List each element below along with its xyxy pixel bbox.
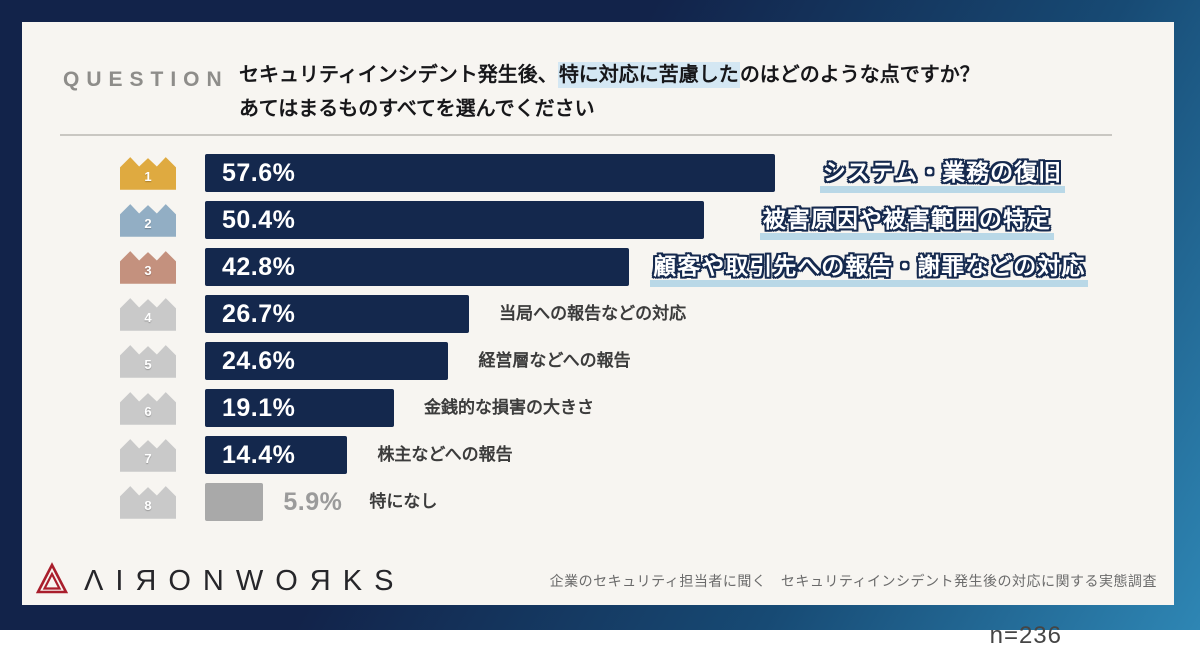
category-label: 金銭的な損害の大きさ	[423, 398, 594, 417]
rank-number: 6	[144, 404, 152, 419]
bar-chart: 1 57.6% システム・業務の復旧 2 50.4% 被害原因や被害範囲の特定 3 42.8%…	[22, 152, 1174, 649]
bar-value-label: 26.7%	[222, 299, 296, 328]
brand-wordmark: ΛIЯONWOЯKS	[84, 565, 406, 597]
bar-value-label: 50.4%	[222, 205, 296, 234]
category-label: 当局への報告などの対応	[499, 304, 687, 323]
question-highlight: 特に対応に苦慮した	[557, 62, 740, 88]
chart-row-rank-3: 3 42.8% 顧客や取引先への報告・謝罪などの対応	[22, 246, 1174, 288]
aironworks-triangle-icon	[35, 562, 69, 601]
rank-number: 1	[144, 169, 152, 184]
bar-track: 24.6% 経営層などへの報告	[205, 342, 1110, 380]
bar-track: 14.4% 株主などへの報告	[205, 436, 1110, 474]
rank-number: 7	[144, 451, 152, 466]
rank-number: 5	[144, 357, 152, 372]
question-text: セキュリティインシデント発生後、特に対応に苦慮したのはどのような点ですか？ あて…	[239, 58, 980, 126]
rank-5-crown-icon: 5	[120, 342, 176, 380]
sample-size: n=236	[989, 622, 1062, 649]
footer: ΛIЯONWOЯKS 企業のセキュリティ担当者に聞く セキュリティインシデント発…	[35, 562, 1157, 601]
bar-track: 26.7% 当局への報告などの対応	[205, 295, 1110, 333]
category-label-highlighted: 被害原因や被害範囲の特定	[704, 199, 1110, 241]
bar-value-label: 57.6%	[222, 158, 296, 187]
bar-rank-1: 57.6%	[205, 154, 775, 192]
bar-track: 50.4% 被害原因や被害範囲の特定	[205, 199, 1110, 241]
category-label-highlighted: 顧客や取引先への報告・謝罪などの対応	[629, 246, 1110, 288]
category-label: 経営層などへの報告	[478, 351, 631, 370]
question-eyebrow: QUESTION	[63, 68, 229, 91]
question-line-2: あてはまるものすべてを選んでください	[239, 98, 595, 120]
rank-1-crown-icon: 1	[120, 154, 176, 192]
bar-track: 5.9% 特になし	[205, 483, 1110, 521]
bar-value-label: 14.4%	[222, 440, 296, 469]
bar-value-label: 42.8%	[222, 252, 296, 281]
bar-rank-6: 19.1%	[205, 389, 394, 427]
bar-track: 19.1% 金銭的な損害の大きさ	[205, 389, 1110, 427]
rank-2-crown-icon: 2	[120, 201, 176, 239]
header-divider	[60, 134, 1112, 136]
chart-row-rank-7: 7 14.4% 株主などへの報告	[22, 436, 1174, 474]
chart-row-rank-5: 5 24.6% 経営層などへの報告	[22, 342, 1174, 380]
bar-rank-4: 26.7%	[205, 295, 470, 333]
survey-card: QUESTION セキュリティインシデント発生後、特に対応に苦慮したのはどのよう…	[22, 22, 1174, 649]
bar-value-label: 5.9%	[283, 488, 343, 516]
bar-value-label: 24.6%	[222, 346, 296, 375]
category-label: 株主などへの報告	[377, 445, 513, 464]
chart-row-rank-1: 1 57.6% システム・業務の復旧	[22, 152, 1174, 194]
rank-7-crown-icon: 7	[120, 436, 176, 474]
bar-rank-5: 24.6%	[205, 342, 449, 380]
bar-rank-8	[205, 483, 264, 521]
rank-number: 4	[144, 310, 152, 325]
chart-row-rank-4: 4 26.7% 当局への報告などの対応	[22, 295, 1174, 333]
rank-4-crown-icon: 4	[120, 295, 176, 333]
bar-track: 57.6% システム・業務の復旧	[205, 152, 1110, 194]
bar-rank-3: 42.8%	[205, 248, 629, 286]
chart-row-rank-6: 6 19.1% 金銭的な損害の大きさ	[22, 389, 1174, 427]
bar-rank-7: 14.4%	[205, 436, 348, 474]
chart-row-rank-8: 8 5.9% 特になし	[22, 483, 1174, 521]
rank-3-crown-icon: 3	[120, 248, 176, 286]
brand-logo: ΛIЯONWOЯKS	[35, 562, 406, 601]
bar-track: 42.8% 顧客や取引先への報告・謝罪などの対応	[205, 246, 1110, 288]
chart-row-rank-2: 2 50.4% 被害原因や被害範囲の特定	[22, 199, 1174, 241]
category-label-highlighted: システム・業務の復旧	[775, 152, 1110, 194]
rank-6-crown-icon: 6	[120, 389, 176, 427]
bar-value-label: 19.1%	[222, 393, 296, 422]
rank-number: 8	[144, 498, 152, 513]
bar-rank-2: 50.4%	[205, 201, 704, 239]
rank-8-crown-icon: 8	[120, 483, 176, 521]
rank-number: 3	[144, 263, 152, 278]
question-header: QUESTION セキュリティインシデント発生後、特に対応に苦慮したのはどのよう…	[22, 22, 1174, 126]
survey-caption: 企業のセキュリティ担当者に聞く セキュリティインシデント発生後の対応に関する実態…	[549, 573, 1157, 589]
rank-number: 2	[144, 216, 152, 231]
category-label: 特になし	[369, 492, 438, 511]
question-line-1: セキュリティインシデント発生後、特に対応に苦慮したのはどのような点ですか？	[239, 62, 980, 88]
